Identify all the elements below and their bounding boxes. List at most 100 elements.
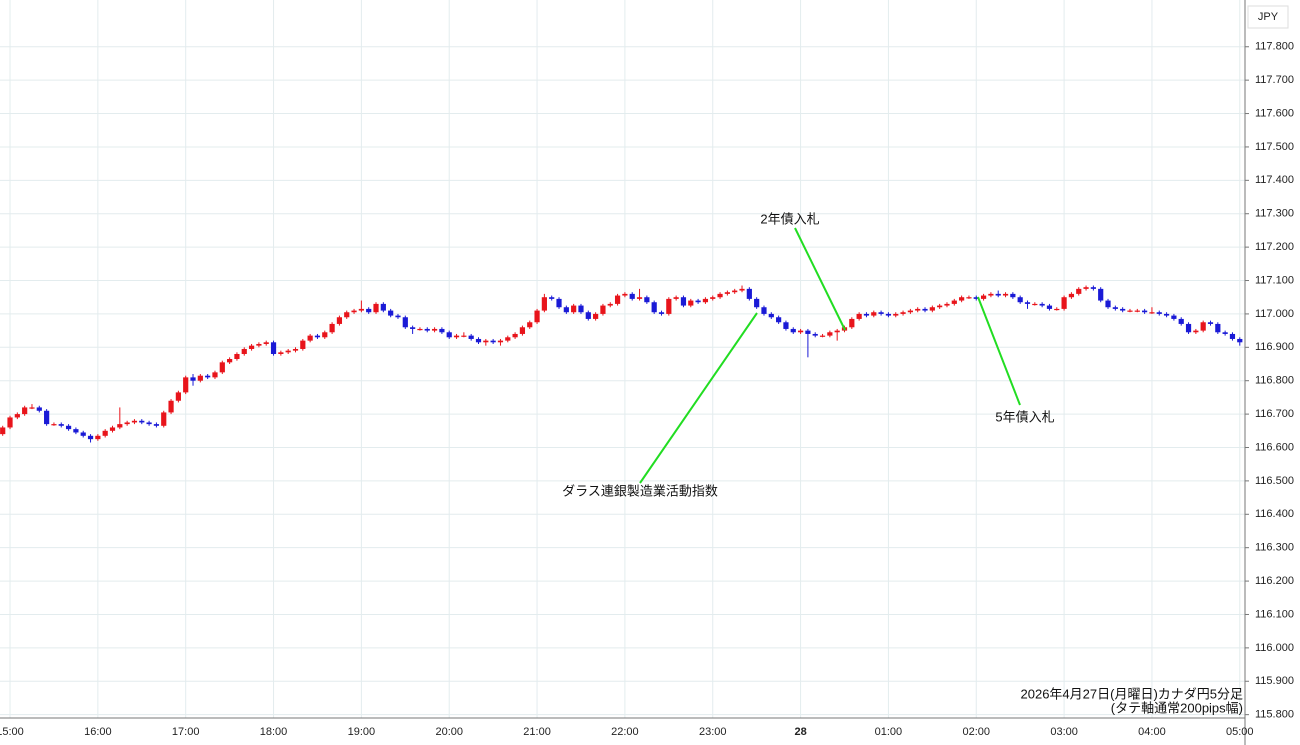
candle-body <box>959 297 965 301</box>
candle-body <box>1010 293 1016 298</box>
candle-body <box>944 303 950 306</box>
candle-body <box>0 427 6 435</box>
candle-body <box>124 422 130 425</box>
candle-body <box>44 410 50 425</box>
x-tick-label: 16:00 <box>84 726 112 738</box>
candle-body <box>373 303 379 313</box>
annotation: ダラス連銀製造業活動指数 <box>562 483 718 498</box>
candle-body <box>1178 318 1184 324</box>
candle-body <box>65 425 72 430</box>
candle-body <box>717 293 723 298</box>
candle-body <box>1090 287 1096 289</box>
candle-body <box>1163 313 1170 316</box>
candle-body <box>358 308 364 311</box>
x-tick-label: 02:00 <box>962 726 990 738</box>
candle-body <box>585 312 591 319</box>
candle-body <box>739 288 745 291</box>
candle-body <box>1207 322 1214 324</box>
candle-body <box>1105 300 1111 308</box>
candle-body <box>1017 297 1023 303</box>
candle-body <box>505 337 511 341</box>
candle-body <box>388 310 394 316</box>
candle-body <box>702 298 709 303</box>
candle-body <box>1083 287 1089 289</box>
candle-body <box>549 297 555 299</box>
annotation: 5年債入札 <box>995 409 1054 424</box>
candle-body <box>29 407 35 409</box>
x-tick-label: 21:00 <box>523 726 551 738</box>
candle-body <box>578 305 584 313</box>
candle-body <box>666 298 672 314</box>
candle-body <box>87 435 94 440</box>
candle-body <box>461 335 467 337</box>
candle-body <box>856 313 862 319</box>
y-tick-label: 116.700 <box>1255 408 1294 420</box>
candle-body <box>241 348 247 354</box>
candle-body <box>190 377 196 381</box>
candle-body <box>366 308 372 313</box>
candle-body <box>746 288 752 299</box>
candle-body <box>14 414 20 418</box>
candle-body <box>51 424 57 426</box>
unit-label: JPY <box>1258 11 1279 23</box>
candle-body <box>1229 333 1236 339</box>
candle-body <box>614 295 621 304</box>
y-tick-label: 116.800 <box>1255 375 1294 387</box>
candle-body <box>680 297 687 306</box>
y-tick-label: 116.300 <box>1255 542 1294 554</box>
candle-body <box>893 313 899 316</box>
x-tick-label: 22:00 <box>611 726 639 738</box>
candle-body <box>1120 308 1126 311</box>
candle-body <box>227 359 233 363</box>
candle-body <box>1002 293 1009 296</box>
y-tick-label: 117.200 <box>1255 241 1294 253</box>
candle-body <box>783 322 789 329</box>
candle-body <box>453 335 460 338</box>
candle-body <box>1068 293 1075 298</box>
candle-body <box>951 300 957 304</box>
candle-body <box>490 340 496 343</box>
candle-body <box>58 424 64 426</box>
candle-body <box>1134 310 1140 312</box>
candle-body <box>1171 315 1177 319</box>
y-tick-label: 117.700 <box>1255 74 1294 86</box>
chart-title: 2026年4月27日(月曜日)カナダ円5分足 <box>1021 686 1244 701</box>
candle-body <box>658 312 665 314</box>
candle-body <box>629 293 635 299</box>
candle-body <box>593 313 599 319</box>
candle-body <box>431 328 438 331</box>
annotation: 2年債入札 <box>760 211 819 226</box>
candle-body <box>980 295 987 299</box>
chart-subtitle: (タテ軸通常200pips幅) <box>1111 700 1243 715</box>
candle-body <box>168 400 174 413</box>
candle-body <box>1237 338 1243 343</box>
candle-body <box>673 297 679 299</box>
candle-body <box>907 310 913 313</box>
candle-body <box>805 330 811 334</box>
candle-body <box>322 332 328 338</box>
candle-body <box>995 293 1001 296</box>
x-tick-label: 23:00 <box>699 726 727 738</box>
candle-body <box>351 310 357 313</box>
candle-body <box>607 303 613 306</box>
candle-body <box>424 328 430 331</box>
candle-body <box>468 335 474 339</box>
y-tick-label: 116.100 <box>1255 608 1294 620</box>
candle-body <box>966 297 972 299</box>
candle-body <box>1193 330 1199 333</box>
candles <box>0 285 1243 443</box>
candle-body <box>724 292 730 294</box>
candle-body <box>937 305 943 308</box>
candle-body <box>878 312 884 314</box>
candle-body <box>307 335 313 341</box>
candle-body <box>651 302 657 313</box>
candle-body <box>1076 288 1082 294</box>
annotation-line <box>977 296 1021 406</box>
candle-body <box>541 297 547 311</box>
candle-body <box>446 332 452 338</box>
candle-body <box>834 330 840 333</box>
candle-body <box>380 303 386 311</box>
candle-body <box>776 317 782 323</box>
candle-body <box>871 312 877 316</box>
candle-body <box>827 332 833 336</box>
